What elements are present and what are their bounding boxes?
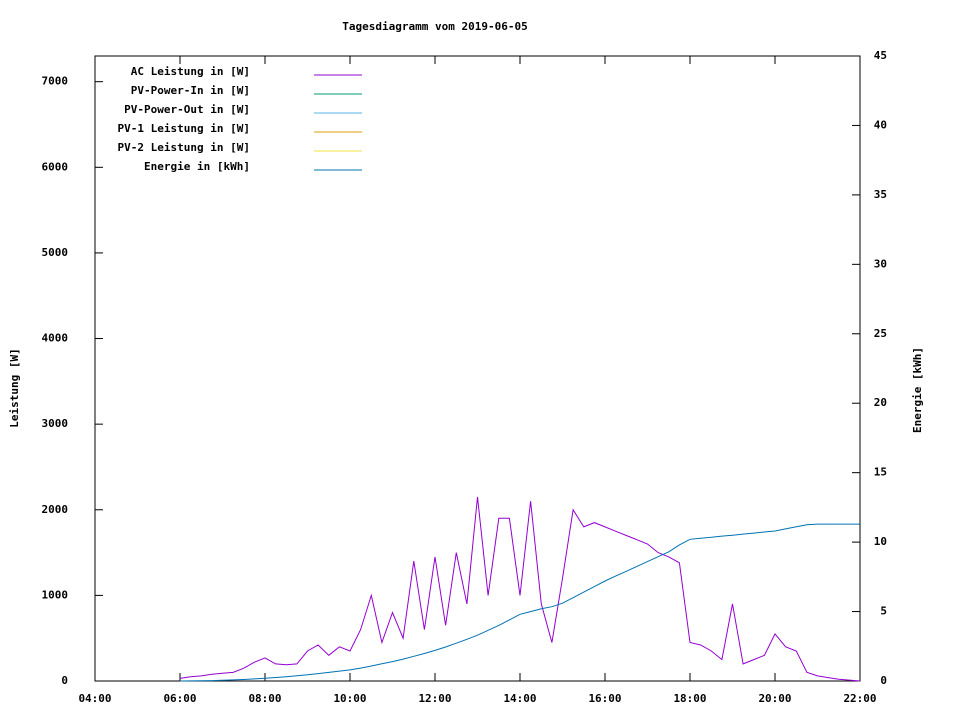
y-axis-label: Leistung [W] — [8, 348, 21, 427]
y2-tick-label: 5 — [880, 605, 887, 618]
y2-tick-label: 25 — [874, 327, 887, 340]
x-tick-label: 14:00 — [503, 692, 536, 705]
legend-label: PV-2 Leistung in [W] — [118, 141, 250, 154]
x-tick-label: 04:00 — [78, 692, 111, 705]
y-tick-label: 5000 — [42, 246, 69, 259]
y2-tick-label: 30 — [874, 257, 887, 270]
y2-tick-label: 20 — [874, 396, 887, 409]
chart-title: Tagesdiagramm vom 2019-06-05 — [342, 20, 527, 33]
x-tick-label: 08:00 — [248, 692, 281, 705]
x-tick-label: 16:00 — [588, 692, 621, 705]
y-tick-label: 7000 — [42, 75, 69, 88]
y-tick-label: 0 — [61, 674, 68, 687]
x-tick-label: 10:00 — [333, 692, 366, 705]
x-tick-label: 18:00 — [673, 692, 706, 705]
legend-label: PV-1 Leistung in [W] — [118, 122, 250, 135]
plot-frame — [94, 55, 861, 682]
y-tick-label: 6000 — [42, 160, 69, 173]
y-tick-label: 4000 — [42, 332, 69, 345]
series-line — [179, 523, 860, 682]
y2-tick-label: 0 — [880, 674, 887, 687]
legend-label: PV-Power-Out in [W] — [124, 103, 250, 116]
series-line — [179, 496, 861, 682]
y2-tick-label: 45 — [874, 49, 887, 62]
legend-label: PV-Power-In in [W] — [131, 84, 250, 97]
y-tick-label: 1000 — [42, 588, 69, 601]
y2-tick-label: 40 — [874, 118, 887, 131]
legend-label: Energie in [kWh] — [144, 160, 250, 173]
y2-tick-label: 15 — [874, 466, 887, 479]
y2-tick-label: 10 — [874, 535, 887, 548]
x-tick-label: 12:00 — [418, 692, 451, 705]
x-tick-label: 20:00 — [758, 692, 791, 705]
y-tick-label: 3000 — [42, 417, 69, 430]
y2-tick-label: 35 — [874, 188, 887, 201]
y2-axis-label: Energie [kWh] — [911, 347, 924, 433]
x-tick-label: 22:00 — [843, 692, 876, 705]
y-tick-label: 2000 — [42, 503, 69, 516]
x-tick-label: 06:00 — [163, 692, 196, 705]
legend-label: AC Leistung in [W] — [131, 65, 250, 78]
